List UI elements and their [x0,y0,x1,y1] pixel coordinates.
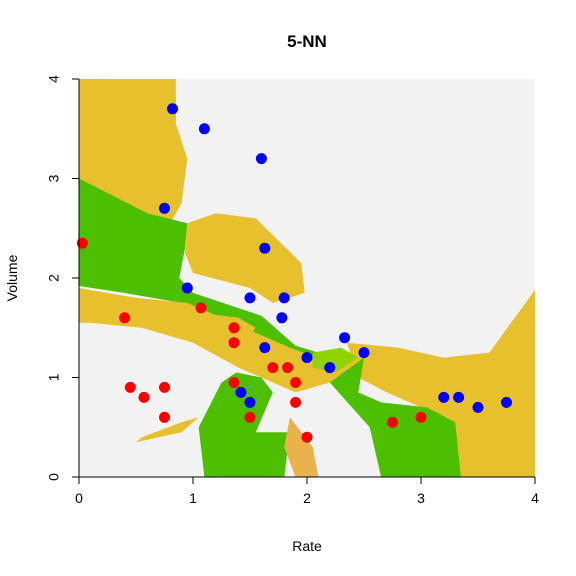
x-tick-label-0: 0 [75,490,83,506]
red-point-4 [138,391,150,403]
decision-region-4 [185,213,305,303]
blue-point-12 [324,362,336,374]
y-axis-label: Volume [4,254,20,301]
red-point-7 [195,302,207,314]
decision-region-7 [329,357,461,477]
y-tick-label-1: 1 [46,373,62,381]
red-point-14 [290,377,302,388]
blue-point-2 [198,123,210,135]
blue-point-18 [453,391,465,403]
red-point-2 [119,312,131,324]
decision-region-1 [79,79,188,224]
x-axis-label: Rate [292,538,322,554]
red-point-9 [228,337,240,349]
data-points [76,103,512,443]
blue-point-4 [159,202,170,214]
blue-point-9 [276,312,288,324]
y-tick-label-4: 4 [46,75,62,83]
blue-point-19 [472,401,484,413]
red-point-17 [387,416,398,428]
red-point-15 [290,396,302,408]
blue-point-10 [259,342,271,354]
blue-point-15 [235,386,247,398]
decision-region-10 [284,417,319,477]
x-tick-label-1: 1 [189,490,197,506]
blue-point-16 [244,396,256,408]
decision-region-2 [79,178,353,368]
red-point-6 [159,411,170,423]
blue-point-14 [358,347,370,359]
y-tick-label-3: 3 [46,174,62,182]
red-point-8 [228,322,240,334]
decision-region-5 [346,289,535,477]
blue-point-5 [259,242,271,254]
blue-point-6 [181,282,193,294]
blue-point-11 [301,352,313,364]
red-point-12 [267,362,279,374]
blue-point-7 [244,292,256,304]
y-tick-label-2: 2 [46,274,62,282]
x-tick-label-2: 2 [303,490,311,506]
red-point-1 [76,237,88,249]
red-point-13 [282,362,294,374]
decision-region-11 [136,417,199,443]
red-point-3 [124,381,136,393]
blue-point-1 [167,103,178,115]
blue-point-3 [255,153,267,165]
blue-point-20 [501,396,512,408]
decision-region-9 [187,312,256,343]
red-point-5 [159,381,170,393]
axes: 0 1 2 3 4 0 1 2 3 4 [46,75,539,506]
decision-region-6 [198,372,290,477]
red-point-18 [415,411,427,423]
blue-point-8 [278,292,290,304]
red-point-16 [301,431,313,443]
x-tick-label-4: 4 [531,490,539,506]
y-tick-label-0: 0 [46,473,62,481]
chart-title: 5-NN [287,32,327,51]
x-tick-label-3: 3 [417,490,425,506]
blue-point-17 [438,391,450,403]
red-point-11 [244,411,256,423]
red-point-10 [228,377,240,388]
decision-region-8 [312,347,359,373]
blue-point-13 [339,332,351,344]
